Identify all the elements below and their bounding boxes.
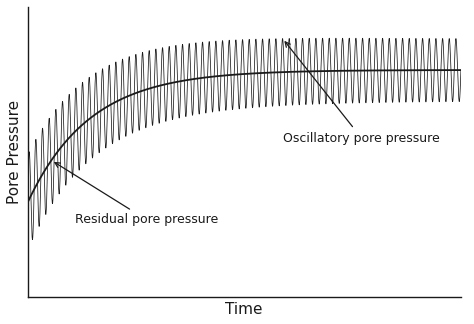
Text: Residual pore pressure: Residual pore pressure: [55, 163, 219, 226]
X-axis label: Time: Time: [226, 302, 263, 317]
Text: Oscillatory pore pressure: Oscillatory pore pressure: [283, 42, 440, 145]
Y-axis label: Pore Pressure: Pore Pressure: [7, 100, 22, 204]
